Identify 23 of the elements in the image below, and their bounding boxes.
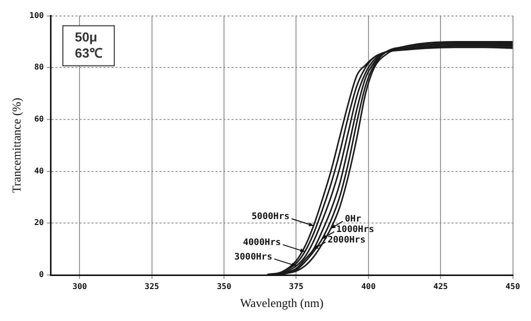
text: 50μ [74, 29, 98, 44]
x-tick-label: 450 [506, 282, 520, 291]
x-tick-label: 325 [144, 282, 160, 291]
y-tick-label: 0 [39, 270, 44, 280]
y-tick-label: 100 [29, 10, 44, 20]
x-tick-label: 375 [289, 282, 304, 291]
x-tick-label: 300 [72, 282, 88, 291]
x-tick-label: 350 [216, 282, 232, 291]
text: 63℃ [74, 45, 102, 60]
x-axis-title: Wavelength (nm) [240, 296, 324, 310]
annotation: 2000Hrs [328, 235, 366, 246]
x-tick-label: 425 [433, 282, 448, 291]
y-axis-title: Trancemittance (%) [9, 98, 24, 193]
annotation: 5000Hrs [252, 212, 290, 222]
y-tick-label: 60 [34, 114, 44, 124]
y-tick-label: 20 [34, 218, 44, 228]
annotation: 3000Hrs [234, 252, 272, 262]
x-tick-label: 400 [361, 282, 376, 291]
annotation: 0Hr [344, 214, 362, 225]
annotation: 4000Hrs [242, 238, 281, 248]
annotation: 1000Hrs [336, 225, 374, 236]
y-tick-label: 80 [34, 62, 44, 72]
y-tick-label: 40 [34, 166, 44, 176]
